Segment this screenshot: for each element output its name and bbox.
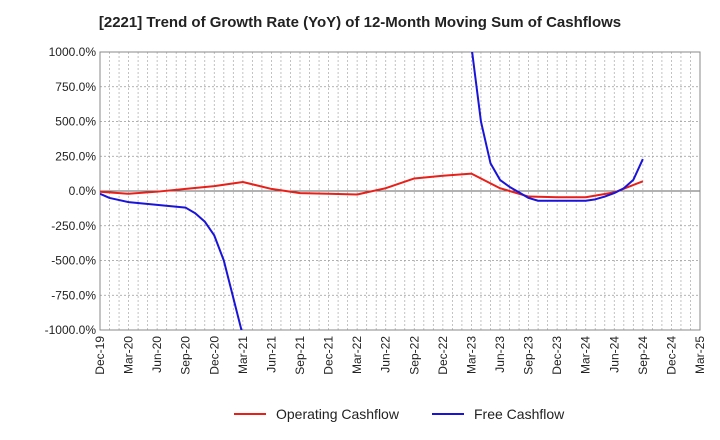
x-tick-label: Sep-21 [293, 336, 307, 375]
y-tick-label: -1000.0% [45, 323, 97, 337]
x-tick-label: Sep-20 [179, 336, 193, 375]
x-tick-label: Sep-22 [407, 336, 421, 375]
y-tick-label: 500.0% [55, 115, 96, 129]
x-tick-label: Sep-24 [636, 336, 650, 375]
x-tick-label: Sep-23 [522, 336, 536, 375]
x-tick-label: Dec-21 [322, 336, 336, 375]
y-tick-label: 0.0% [69, 184, 97, 198]
x-tick-label: Dec-24 [664, 336, 678, 375]
free-cashflow-line [100, 192, 243, 330]
y-tick-label: 250.0% [55, 149, 96, 163]
y-tick-label: -500.0% [51, 254, 96, 268]
x-tick-label: Dec-20 [207, 336, 221, 375]
chart-title: [2221] Trend of Growth Rate (YoY) of 12-… [98, 14, 622, 31]
x-tick-label: Jun-24 [607, 336, 621, 373]
legend-label-operating-cashflow: Operating Cashflow [276, 406, 400, 422]
x-tick-label: Mar-24 [579, 336, 593, 374]
x-tick-label: Mar-21 [236, 336, 250, 374]
x-tick-label: Dec-19 [93, 336, 107, 375]
operating-cashflow-line [100, 172, 644, 199]
y-tick-label: 750.0% [55, 80, 96, 94]
x-tick-label: Mar-25 [693, 336, 707, 374]
x-tick-label: Dec-22 [436, 336, 450, 375]
y-tick-label: 1000.0% [49, 45, 97, 59]
x-tick-label: Mar-20 [122, 336, 136, 374]
legend-label-free-cashflow: Free Cashflow [474, 406, 565, 422]
x-tick-label: Dec-23 [550, 336, 564, 375]
x-tick-label: Jun-22 [379, 336, 393, 373]
y-tick-label: -250.0% [51, 219, 96, 233]
x-tick-label: Jun-20 [150, 336, 164, 373]
x-tick-label: Mar-23 [464, 336, 478, 374]
x-tick-label: Jun-21 [264, 336, 278, 373]
x-tick-label: Mar-22 [350, 336, 364, 374]
y-tick-label: -750.0% [51, 288, 96, 302]
free-cashflow-line-segment-2 [471, 52, 644, 202]
plot-border [99, 51, 701, 331]
x-tick-label: Jun-23 [493, 336, 507, 373]
